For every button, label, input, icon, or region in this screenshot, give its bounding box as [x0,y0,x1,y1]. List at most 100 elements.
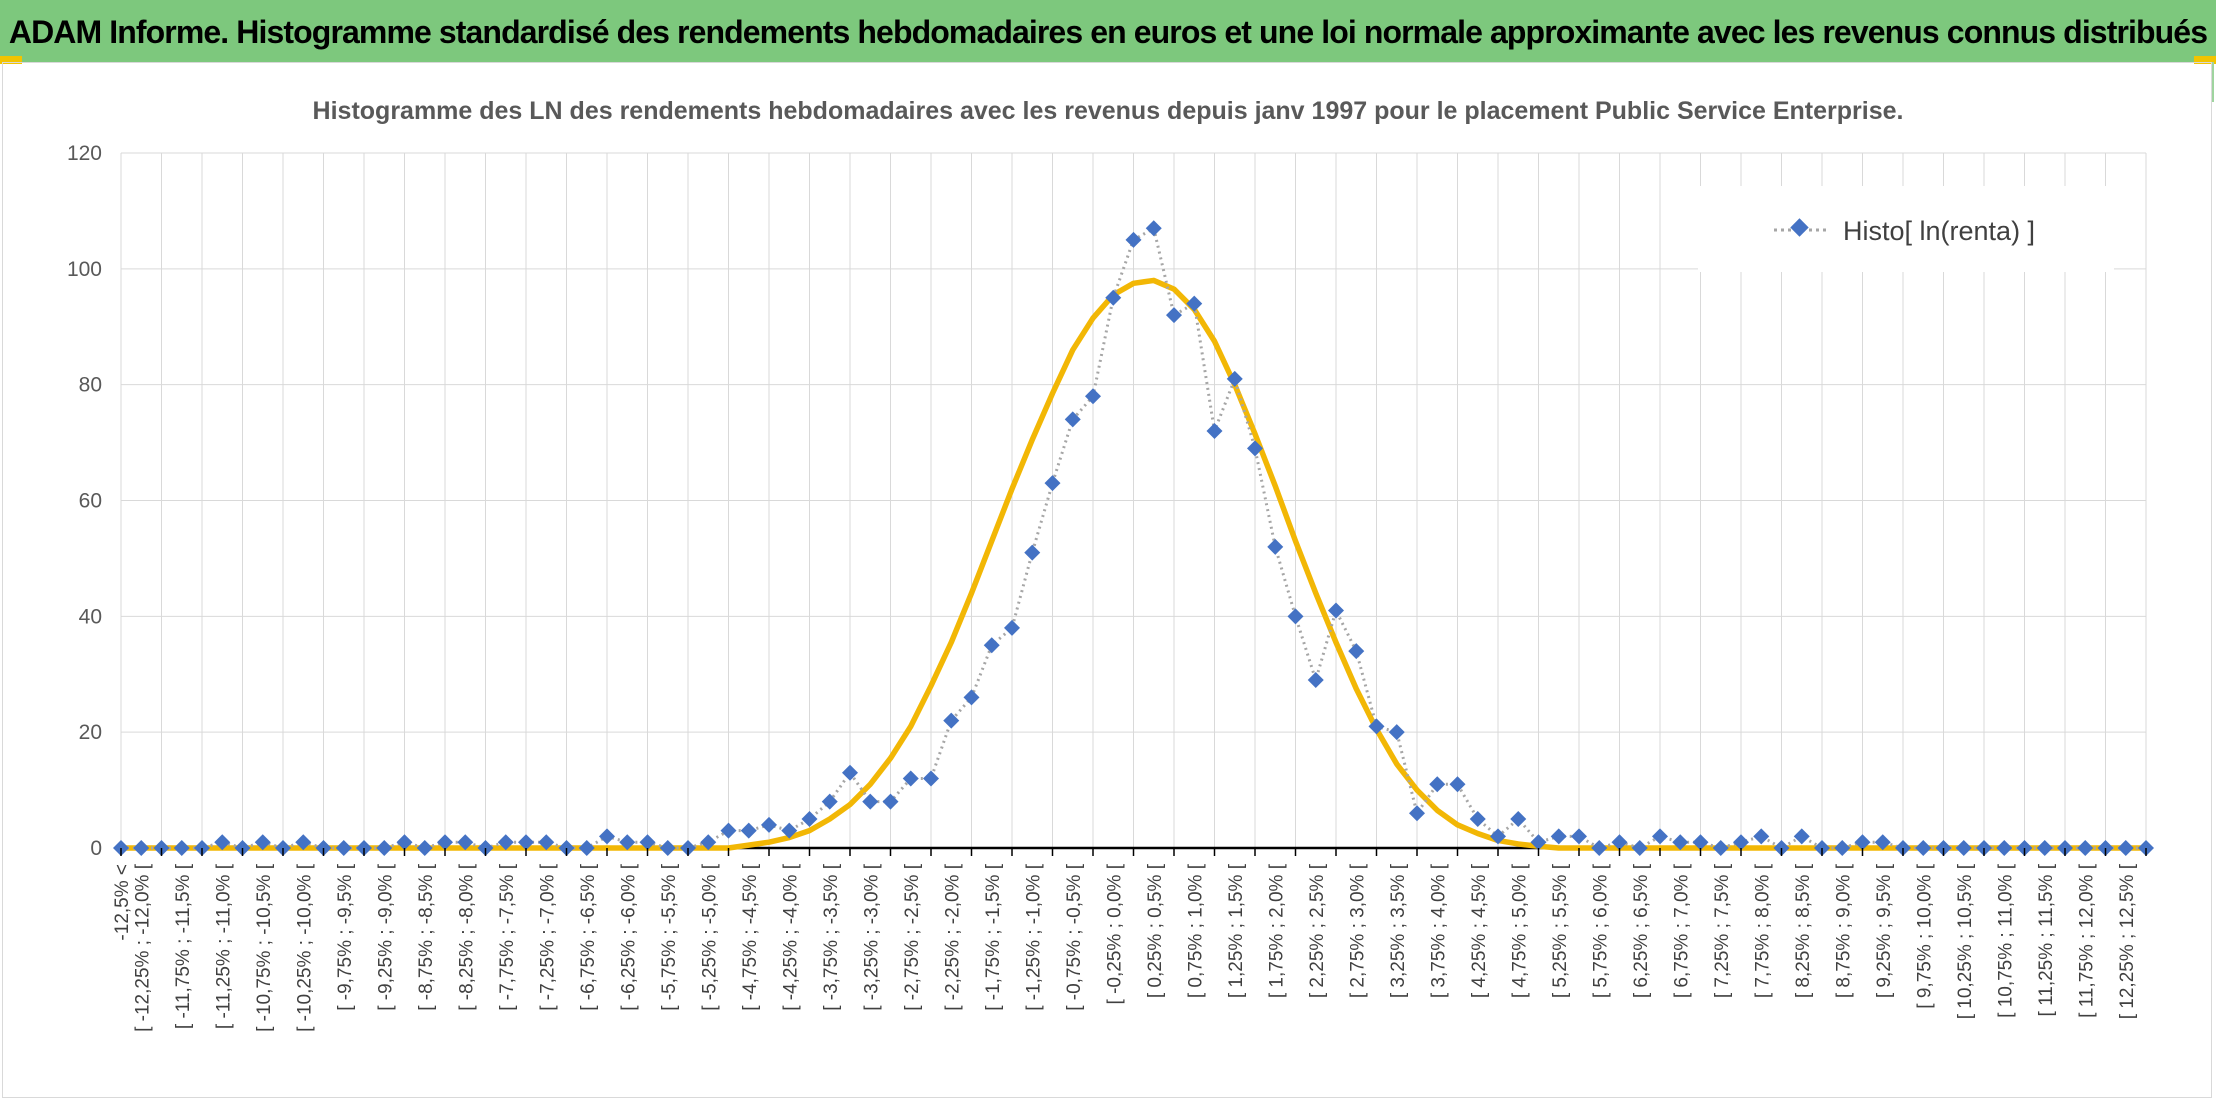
histogram-point [659,840,676,856]
x-tick-label: [ 1,25% ; 1,5% [ [1226,863,1247,998]
histogram-point [214,834,231,851]
chart-title: Histogramme des LN des rendements hebdom… [313,97,1904,125]
histogram-point [1409,805,1425,822]
histogram-point [457,834,474,851]
histogram-point [1307,672,1324,689]
histogram-point [842,764,858,781]
normal-curve-line [118,277,2149,851]
histogram-point [1469,811,1486,828]
x-tick-label: [ 1,75% ; 2,0% [ [1266,863,1287,998]
x-axis: -12,5% <[ -12,25% ; -12,0% [[ -11,75% ; … [112,848,2147,1032]
histogram-point [943,712,960,729]
y-tick-label: 80 [79,374,102,397]
x-tick-label: [ -10,25% ; -10,0% [ [294,863,315,1032]
y-tick-label: 100 [67,258,102,281]
x-tick-label: [ 10,25% ; 10,5% [ [1955,863,1976,1019]
x-tick-label: [ -9,25% ; -9,0% [ [375,863,396,1011]
histogram-point [254,834,271,851]
x-tick-label: [ 6,25% ; 6,5% [ [1631,863,1652,998]
histogram-point [1672,834,1689,851]
histogram-point [599,828,615,845]
histogram-point [1206,423,1223,439]
x-tick-label: [ 8,25% ; 8,5% [ [1793,863,1814,998]
histogram-point [416,840,433,856]
y-tick-label: 120 [67,142,102,165]
x-tick-label: [ -7,75% ; -7,5% [ [497,863,518,1011]
histogram-point [1571,828,1587,845]
histogram-point [882,793,899,810]
histogram-point [761,816,777,833]
x-tick-label: [ -2,25% ; -2,0% [ [942,863,963,1011]
histogram-point [1733,834,1749,851]
edge-accent-right [2212,62,2214,102]
histogram-point [862,793,879,810]
x-tick-label: [ -8,25% ; -8,0% [ [456,863,477,1011]
normal-curve-series [118,277,2149,851]
histogram-point [801,811,818,828]
x-tick-label: [ 2,25% ; 2,5% [ [1307,863,1328,998]
x-tick-label: [ -9,75% ; -9,5% [ [335,863,356,1011]
x-tick-label: [ 3,25% ; 3,5% [ [1388,863,1409,998]
histogram-point [497,834,514,851]
x-tick-label: [ -4,25% ; -4,0% [ [780,863,801,1011]
histogram-point [983,637,1000,654]
histogram-point [1105,289,1122,306]
y-tick-label: 40 [79,605,102,628]
histogram-point [538,834,555,851]
histogram-point [173,840,190,856]
histogram-point [1854,834,1871,851]
histogram-point [2077,840,2094,856]
histogram-point [518,834,534,851]
histogram-point [1125,231,1142,248]
histogram-point [1955,840,1972,856]
x-tick-label: [ -0,75% ; -0,5% [ [1064,863,1085,1011]
x-tick-label: [ -6,25% ; -6,0% [ [618,863,639,1011]
y-tick-label: 20 [79,721,102,744]
histogram-point [902,770,919,787]
x-tick-label: [ 2,75% ; 3,0% [ [1347,863,1368,998]
histogram-point [1348,643,1365,660]
histogram-point [1692,834,1709,851]
histogram-point [133,840,150,856]
x-tick-label: [ -5,25% ; -5,0% [ [699,863,720,1011]
legend-label: Histo[ ln(renta) ] [1843,216,2035,246]
x-tick-label: [ -7,25% ; -7,0% [ [537,863,558,1011]
x-tick-label: [ 7,75% ; 8,0% [ [1752,863,1773,998]
x-tick-label: [ -6,75% ; -6,5% [ [578,863,599,1011]
histogram-point [639,834,656,851]
legend-box [1698,186,2114,272]
page-title: ADAM Informe. Histogramme standardisé de… [8,14,2208,50]
chart-frame [2,62,2212,1098]
x-tick-label: [ -1,25% ; -1,0% [ [1023,863,1044,1011]
histogram-point [1834,840,1851,856]
histogram-point [376,840,393,856]
corner-accent-left [0,56,22,64]
y-tick-label: 0 [90,837,102,860]
x-tick-label: [ 7,25% ; 7,5% [ [1712,863,1733,998]
histogram-point [335,840,352,856]
histogram-point [1287,608,1304,625]
chart-grid [120,152,2147,850]
histogram-point [1145,220,1162,237]
histogram-point [2117,840,2134,856]
histogram-point [619,834,636,851]
histogram-point [295,834,312,851]
histogram-point [1064,411,1081,428]
x-tick-label: [ 9,25% ; 9,5% [ [1874,863,1895,998]
histogram-point [1368,718,1385,735]
legend: Histo[ ln(renta) ] [1698,186,2114,272]
histogram-point [923,770,939,787]
y-axis: 0 20 40 60 80 100 120 [67,142,102,860]
x-tick-label: [ -3,75% ; -3,5% [ [821,863,842,1011]
x-tick-label: [ 5,25% ; 5,5% [ [1550,863,1571,998]
histogram-point [781,822,798,839]
title-banner [0,0,2216,62]
x-tick-label: [ 10,75% ; 11,0% [ [1995,863,2016,1018]
histogram-point [740,822,757,839]
histogram-point [1024,544,1041,561]
x-tick-label: [ 4,25% ; 4,5% [ [1469,863,1490,998]
x-tick-label: [ 9,75% ; 10,0% [ [1914,863,1935,1008]
histogram-point [1631,840,1648,856]
histogram-point [1530,834,1547,851]
